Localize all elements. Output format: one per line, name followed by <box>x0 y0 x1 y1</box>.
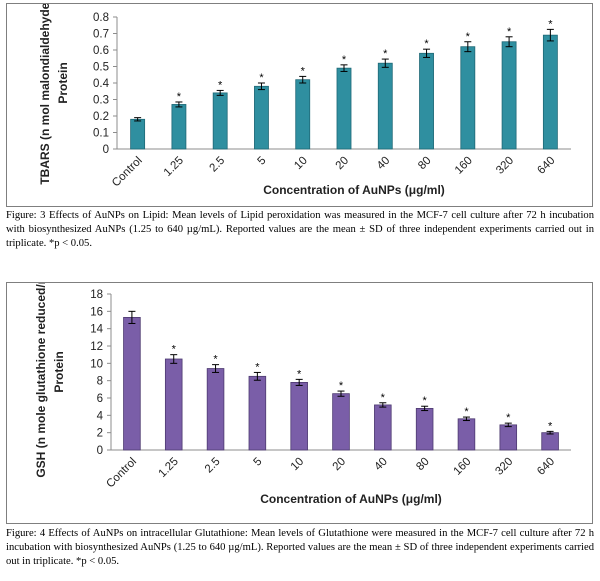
significance-marker: * <box>548 18 553 30</box>
x-axis-title: Concentration of AuNPs (μg/ml) <box>263 183 445 197</box>
bar <box>499 424 518 451</box>
y-tick-label: 2 <box>97 428 103 440</box>
bar <box>123 317 141 451</box>
significance-marker: * <box>339 380 344 392</box>
significance-marker: * <box>548 420 553 432</box>
significance-marker: * <box>383 48 388 60</box>
significance-marker: * <box>342 54 347 66</box>
bar <box>290 382 308 451</box>
tbars-bar-chart: 0 0.1 0.2 0.3 0.4 0.5 0.6 0.7 0.8 Control * 1.25 * 2.… <box>38 4 571 197</box>
bar <box>336 67 352 150</box>
significance-marker: * <box>255 361 260 373</box>
bar <box>248 375 267 451</box>
figure-3-caption: Figure: 3 Effects of AuNPs on Lipid: Mea… <box>6 210 594 249</box>
y-tick-label: 0.4 <box>93 78 110 90</box>
significance-marker: * <box>177 91 182 103</box>
x-tick-label: 10 <box>289 456 307 474</box>
bar <box>460 46 476 150</box>
bar <box>415 408 434 451</box>
significance-marker: * <box>506 412 511 424</box>
y-tick-label: 0.2 <box>93 111 109 123</box>
x-tick-label: 320 <box>494 155 516 177</box>
chart-panel-gsh: 0 2 4 6 8 10 12 14 16 18 Control * 1.25 * 2.5 * 5 * 10 * 20 *… <box>6 282 593 524</box>
y-tick-label: 0 <box>103 144 109 156</box>
bar <box>332 393 350 451</box>
x-tick-label: 640 <box>535 155 557 177</box>
x-tick-label: 10 <box>292 155 310 173</box>
significance-marker: * <box>213 354 218 366</box>
bar <box>457 418 476 451</box>
y-tick-label: 0.6 <box>93 45 109 57</box>
y-tick-label: 14 <box>90 324 103 336</box>
y-tick-label: 6 <box>97 393 103 405</box>
y-tick-label: 4 <box>97 410 104 422</box>
y-tick-label: 0.8 <box>93 12 109 24</box>
significance-marker: * <box>422 395 427 407</box>
y-tick-label: 8 <box>97 376 103 388</box>
gsh-bar-chart: 0 2 4 6 8 10 12 14 16 18 Control * 1.25 * 2.5 * 5 * 10 * 20 *… <box>34 283 571 506</box>
x-tick-label: 20 <box>334 155 352 173</box>
x-tick-label: Control <box>104 456 139 491</box>
x-tick-label: 320 <box>493 456 515 478</box>
significance-marker: * <box>297 368 302 380</box>
bar <box>212 92 228 150</box>
bar <box>171 104 187 150</box>
bar <box>501 41 517 150</box>
y-tick-label: 0.5 <box>93 62 109 74</box>
y-axis-title-line1: GSH (n mole glutathione reduced/mg <box>34 283 48 478</box>
significance-marker: * <box>507 26 512 38</box>
y-tick-label: 12 <box>90 341 103 353</box>
y-axis-title-line2: Protein <box>56 62 70 103</box>
significance-marker: * <box>218 79 223 91</box>
x-tick-label: 80 <box>414 456 432 474</box>
bar <box>542 34 558 150</box>
x-tick-label: 40 <box>372 456 390 474</box>
x-tick-label: 5 <box>256 155 269 168</box>
significance-marker: * <box>172 344 177 356</box>
significance-marker: * <box>381 392 386 404</box>
y-tick-label: 0.1 <box>93 128 109 140</box>
x-tick-label: 2.5 <box>208 155 228 175</box>
significance-marker: * <box>259 72 264 84</box>
y-axis-title-line1: TBARS (n mol malondialdehyde/mg <box>38 4 52 185</box>
bar <box>295 79 311 150</box>
x-tick-label: 160 <box>452 456 474 478</box>
y-axis-title-line2: Protein <box>52 351 66 392</box>
chart-panel-tbars: 0 0.1 0.2 0.3 0.4 0.5 0.6 0.7 0.8 Control * 1.25 * 2.… <box>6 3 593 207</box>
significance-marker: * <box>424 38 429 50</box>
x-tick-label: 2.5 <box>203 456 223 476</box>
y-tick-label: 16 <box>90 306 103 318</box>
y-tick-label: 0 <box>97 445 103 457</box>
bar <box>164 358 183 451</box>
bar <box>419 52 434 150</box>
x-tick-label: 1.25 <box>157 456 181 480</box>
bar <box>374 404 392 451</box>
significance-marker: * <box>301 65 306 77</box>
bar <box>206 368 225 451</box>
significance-marker: * <box>464 406 469 418</box>
figure-4-caption: Figure: 4 Effects of AuNPs on intracellu… <box>6 528 594 567</box>
x-tick-label: Control <box>110 155 145 190</box>
x-tick-label: 5 <box>251 456 264 469</box>
bar <box>541 432 559 451</box>
significance-marker: * <box>466 31 471 43</box>
bar <box>377 62 393 150</box>
bar <box>254 85 269 150</box>
x-tick-label: 40 <box>375 155 393 173</box>
y-tick-label: 0.7 <box>93 29 109 41</box>
x-tick-label: 640 <box>535 456 557 478</box>
x-tick-label: 1.25 <box>162 155 186 179</box>
x-axis-title: Concentration of AuNPs (μg/ml) <box>260 492 442 506</box>
x-tick-label: 160 <box>453 155 475 177</box>
y-tick-label: 0.3 <box>93 95 109 107</box>
x-tick-label: 80 <box>416 155 434 173</box>
x-tick-label: 20 <box>331 456 349 474</box>
bar <box>130 118 146 150</box>
y-tick-label: 18 <box>90 289 103 301</box>
y-tick-label: 10 <box>90 358 103 370</box>
